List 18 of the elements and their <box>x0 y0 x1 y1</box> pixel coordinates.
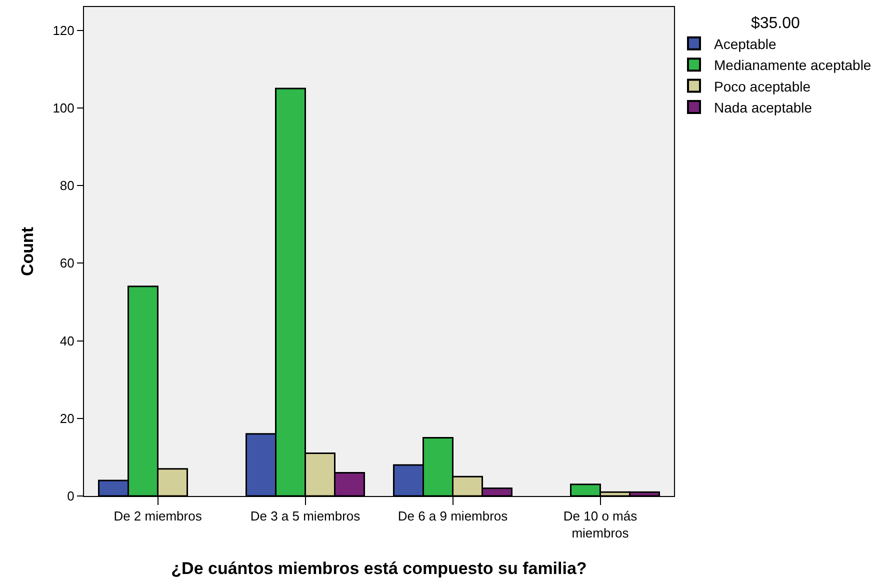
legend-label: Medianamente aceptable <box>714 57 872 74</box>
legend-label: Poco aceptable <box>714 78 811 94</box>
legend-title: $35.00 <box>750 14 800 32</box>
x-tick-label: De 6 a 9 miembros <box>398 508 508 524</box>
x-tick-label: De 10 o más miembros <box>563 508 638 540</box>
y-tick-label: 40 <box>60 333 74 348</box>
legend-label: Nada aceptable <box>714 99 812 116</box>
y-tick-label: 60 <box>60 256 74 271</box>
x-tick-label: De 2 miembros <box>114 508 202 524</box>
y-tick-label: 100 <box>52 100 74 116</box>
y-tick-label: 120 <box>52 22 74 38</box>
y-tick-label: 0 <box>67 488 74 504</box>
y-tick-label: 20 <box>60 410 74 426</box>
y-axis-title: Count <box>18 226 38 276</box>
x-axis-title: ¿De cuántos miembros está compuesto su familia? <box>171 558 587 578</box>
x-tick-label: De 3 a 5 miembros <box>250 508 361 524</box>
y-tick-label: 80 <box>60 178 74 194</box>
legend-label: Aceptable <box>714 36 776 52</box>
